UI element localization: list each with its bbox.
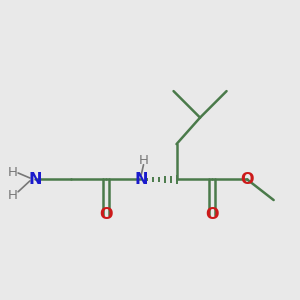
Text: H: H xyxy=(8,166,18,178)
Text: H: H xyxy=(8,189,18,202)
Text: N: N xyxy=(28,172,42,187)
Text: O: O xyxy=(240,172,254,187)
Text: O: O xyxy=(99,207,112,222)
Text: N: N xyxy=(134,172,148,187)
Text: O: O xyxy=(205,207,219,222)
Text: H: H xyxy=(139,154,149,167)
